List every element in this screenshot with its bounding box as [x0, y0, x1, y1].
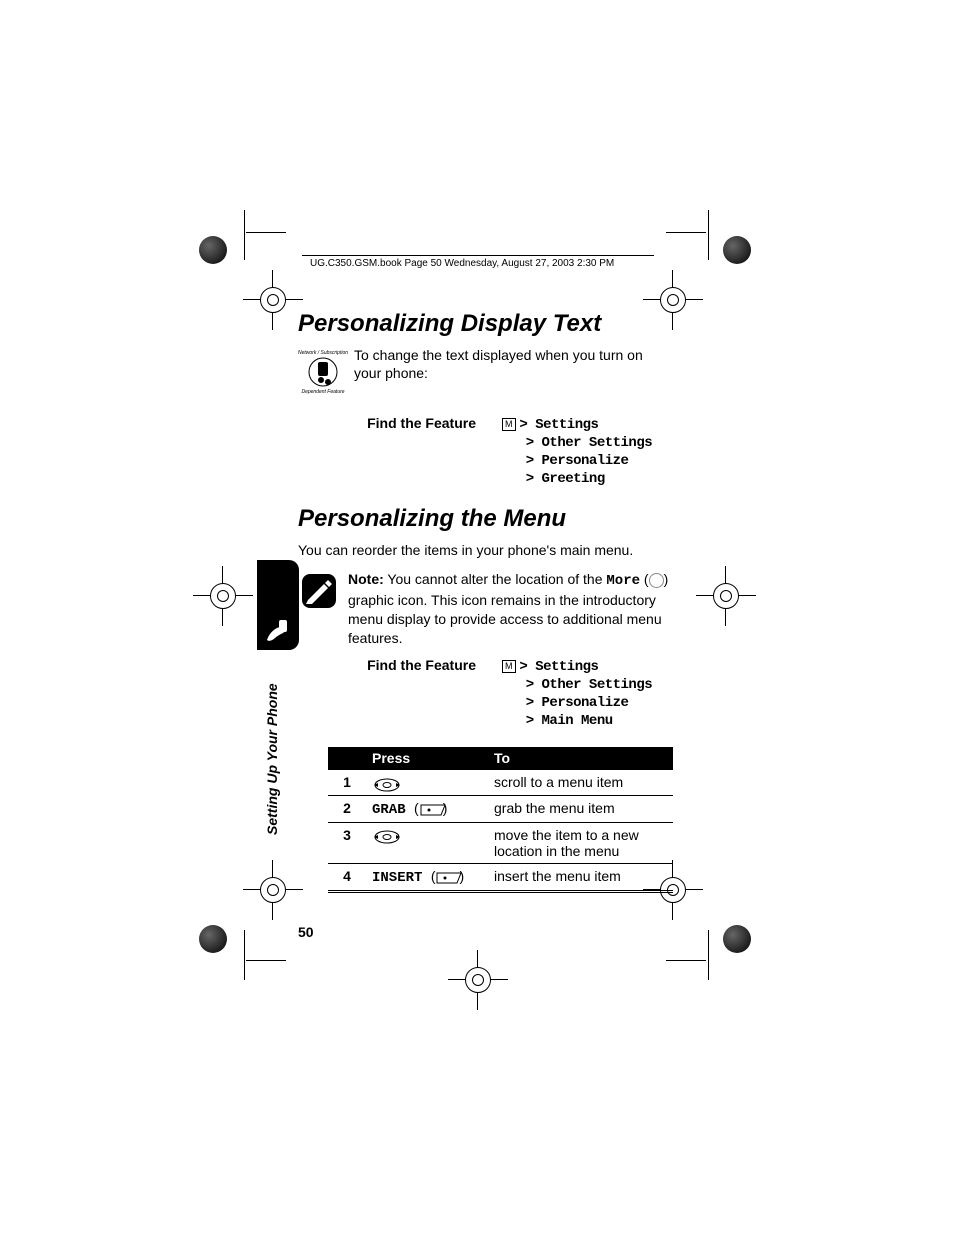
path-item: Other Settings: [542, 677, 653, 693]
press-label: INSERT: [372, 870, 431, 886]
to-cell: grab the menu item: [488, 795, 673, 822]
section1-find-feature: Find the Feature M > Settings > Other Se…: [298, 415, 672, 487]
section1-intro-text: To change the text displayed when you tu…: [354, 346, 672, 382]
section1-heading: Personalizing Display Text: [298, 310, 672, 338]
page-content: Personalizing Display Text Network / Sub…: [298, 310, 672, 893]
to-cell: insert the menu item: [488, 863, 673, 891]
path-item: Other Settings: [542, 435, 653, 451]
frame-line: [666, 960, 706, 961]
menu-key-icon: M: [502, 418, 516, 431]
table-row: 4INSERT ()insert the menu item: [328, 863, 673, 891]
frame-line: [708, 930, 709, 980]
find-feature-label: Find the Feature: [298, 657, 502, 729]
registration-dot: [723, 925, 751, 953]
page-number: 50: [298, 924, 314, 940]
table-header-blank: [328, 747, 366, 770]
row-number: 3: [328, 822, 366, 863]
row-number: 2: [328, 795, 366, 822]
press-cell: [366, 822, 488, 863]
header-rule: [302, 255, 654, 256]
table-row: 3 move the item to a new location in the …: [328, 822, 673, 863]
note-text-before: You cannot alter the location of the: [384, 571, 607, 587]
note-text: Note: You cannot alter the location of t…: [348, 570, 672, 648]
table-row: 2GRAB ()grab the menu item: [328, 795, 673, 822]
section2-menu-path: M > Settings > Other Settings > Personal…: [502, 657, 652, 729]
table-header-press: Press: [366, 747, 488, 770]
to-cell: scroll to a menu item: [488, 770, 673, 795]
section2-note: Note: You cannot alter the location of t…: [298, 570, 672, 648]
find-feature-label: Find the Feature: [298, 415, 502, 487]
manual-page: UG.C350.GSM.book Page 50 Wednesday, Augu…: [0, 0, 954, 1235]
registration-dot: [723, 236, 751, 264]
registration-mark: [193, 566, 253, 626]
soft-key-icon: [419, 803, 443, 815]
nav-key-icon: [372, 829, 400, 843]
running-header: UG.C350.GSM.book Page 50 Wednesday, Augu…: [310, 258, 614, 269]
side-chapter-label: Setting Up Your Phone: [264, 683, 280, 835]
path-item: Personalize: [542, 695, 629, 711]
to-cell: move the item to a new location in the m…: [488, 822, 673, 863]
frame-line: [246, 232, 286, 233]
path-item: Main Menu: [542, 713, 613, 729]
frame-line: [244, 930, 245, 980]
more-label: More: [606, 573, 640, 589]
path-item: Settings: [535, 417, 598, 433]
section2-intro-text: You can reorder the items in your phone'…: [298, 541, 672, 560]
nav-key-icon: [372, 777, 400, 791]
path-item: Personalize: [542, 453, 629, 469]
registration-mark: [696, 566, 756, 626]
frame-line: [708, 210, 709, 260]
note-pencil-icon: [298, 570, 348, 617]
chapter-tab: [257, 560, 299, 650]
press-label: GRAB: [372, 802, 414, 818]
path-item: Greeting: [542, 471, 605, 487]
svg-text:Network / Subscription: Network / Subscription: [298, 350, 348, 356]
registration-mark: [243, 270, 303, 330]
row-number: 1: [328, 770, 366, 795]
press-to-table: Press To 1scroll to a menu item2GRAB ()g…: [328, 747, 673, 892]
press-cell: INSERT (): [366, 863, 488, 891]
network-feature-icon: Network / Subscription Dependent Feature: [298, 346, 354, 401]
note-label: Note:: [348, 571, 384, 587]
registration-dot: [199, 925, 227, 953]
table-row: 1 scroll to a menu item: [328, 770, 673, 795]
registration-dot: [199, 236, 227, 264]
frame-line: [244, 210, 245, 260]
section1-menu-path: M > Settings > Other Settings > Personal…: [502, 415, 652, 487]
press-cell: [366, 770, 488, 795]
phone-hand-icon: [263, 614, 293, 644]
row-number: 4: [328, 863, 366, 891]
note-text-after: graphic icon. This icon remains in the i…: [348, 592, 662, 646]
section2-find-feature: Find the Feature M > Settings > Other Se…: [298, 657, 672, 729]
path-item: Settings: [535, 659, 598, 675]
registration-mark: [243, 860, 303, 920]
press-cell: GRAB (): [366, 795, 488, 822]
section2-heading: Personalizing the Menu: [298, 505, 672, 533]
menu-key-icon: M: [502, 660, 516, 673]
svg-text:Dependent Feature: Dependent Feature: [301, 389, 344, 395]
soft-key-icon: [435, 871, 459, 883]
frame-line: [666, 232, 706, 233]
more-graphic-icon: [649, 573, 664, 588]
frame-line: [246, 960, 286, 961]
registration-mark: [448, 950, 508, 1010]
table-header-to: To: [488, 747, 673, 770]
section1-intro-row: Network / Subscription Dependent Feature…: [298, 346, 672, 401]
